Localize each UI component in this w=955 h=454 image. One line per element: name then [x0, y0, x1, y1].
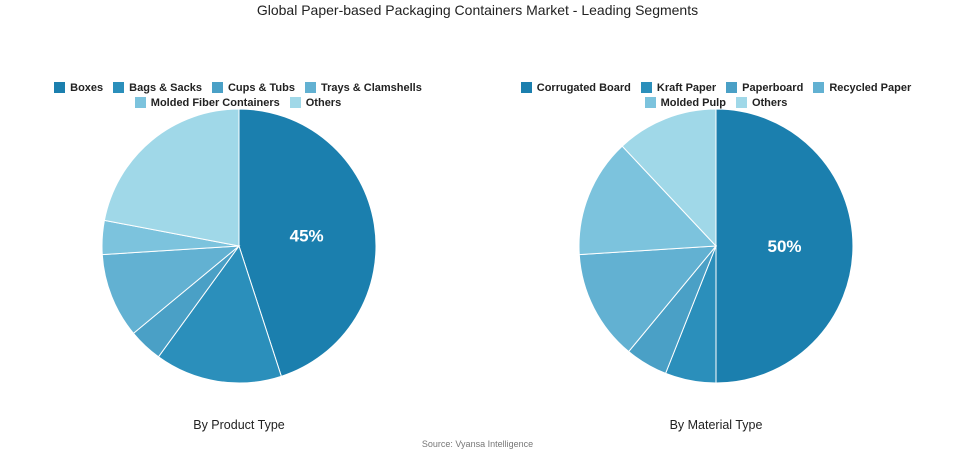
legend-item-recycled-paper: Recycled Paper [813, 82, 911, 94]
legend-label: Molded Pulp [660, 96, 726, 109]
legend-label: Trays & Clamshells [320, 81, 422, 94]
caption-material-type: By Material Type [669, 418, 763, 432]
legend-product-type: Boxes Bags & Sacks Cups & Tubs Trays & Clam… [38, 80, 438, 110]
legend-swatch [304, 82, 316, 93]
legend-item-cups-and-tubs: Cups & Tubs [211, 81, 295, 94]
legend-item-paperboard: Paperboard [726, 82, 803, 94]
legend-item-corrugated-board: Corrugated Board [520, 81, 631, 94]
legend-label: Cups & Tubs [227, 81, 295, 94]
legend-label: Kraft Paper [656, 81, 717, 94]
legend-swatch [520, 82, 532, 93]
legend-label: Corrugated Board [536, 81, 631, 94]
chart-title: Global Paper-based Packaging Containers … [256, 2, 699, 18]
legend-item-trays-and-clamshells: Trays & Clamshells [304, 81, 422, 94]
legend-label: Paperboard [742, 81, 804, 94]
legend-label: Others [305, 96, 342, 109]
legend-material-type: Corrugated Board Kraft Paper Paperboard Rec… [516, 80, 916, 110]
legend-item-molded-pulp: Molded Pulp [644, 96, 726, 109]
pie-slice-boxes [238, 108, 377, 377]
pie-slice-trays-and-clamshells [101, 245, 241, 335]
legend-item-kraft-paper: Kraft Paper [640, 81, 717, 94]
pie-slice-others [621, 108, 717, 248]
legend-item-boxes: Boxes [54, 82, 103, 94]
pie-chart-product-type: 45% [101, 108, 377, 384]
slice-value-label: 45% [290, 226, 324, 245]
legend-swatch [289, 97, 301, 108]
legend-swatch [735, 97, 747, 108]
pie-slice-molded-pulp [578, 145, 718, 256]
legend-label: Others [751, 96, 788, 109]
legend-swatch [726, 82, 738, 93]
legend-swatch [644, 97, 656, 108]
source-note: Source: Vyansa Intelligence [421, 439, 534, 449]
legend-swatch [211, 82, 223, 93]
caption-product-type: By Product Type [193, 418, 285, 432]
legend-label: Boxes [70, 81, 104, 94]
legend-swatch [54, 82, 66, 93]
legend-swatch [113, 82, 125, 93]
pie-slice-others [103, 108, 240, 247]
legend-swatch [640, 82, 652, 93]
legend-item-others: Others [735, 96, 788, 109]
legend-item-bags-and-sacks: Bags & Sacks [113, 82, 202, 94]
legend-item-others: Others [289, 96, 342, 109]
pie-slice-bags-and-sacks [157, 244, 282, 384]
pie-chart-material-type: 50% [578, 108, 854, 384]
legend-swatch [813, 82, 825, 93]
pie-slice-corrugated-board [715, 108, 854, 384]
slice-value-label: 50% [767, 237, 801, 256]
legend-item-molded-fiber-containers: Molded Fiber Containers [134, 96, 280, 109]
pie-slice-recycled-paper [578, 245, 718, 353]
legend-label: Recycled Paper [829, 81, 912, 94]
legend-label: Bags & Sacks [129, 81, 202, 94]
legend-label: Molded Fiber Containers [150, 96, 280, 109]
legend-swatch [134, 97, 146, 108]
